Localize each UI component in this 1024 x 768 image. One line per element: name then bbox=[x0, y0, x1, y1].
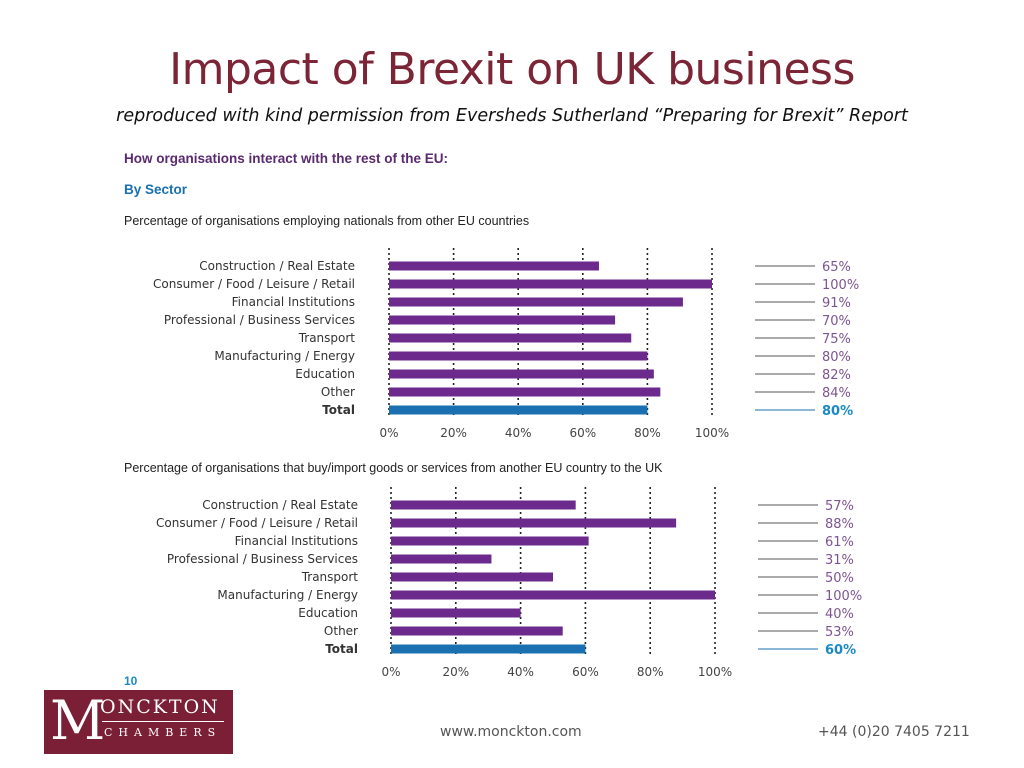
chart2-bar bbox=[391, 500, 576, 510]
chart1-value-label: 75% bbox=[822, 332, 851, 347]
chart1-bar bbox=[389, 387, 661, 397]
chart1-tick-label: 60% bbox=[569, 426, 596, 440]
chart2-bar bbox=[391, 626, 563, 636]
footer-phone: +44 (0)20 7405 7211 bbox=[818, 724, 970, 740]
chart2-category-label: Transport bbox=[301, 570, 359, 584]
chart1-category-label: Education bbox=[295, 367, 355, 381]
chart1-value-label: 70% bbox=[822, 314, 851, 329]
chart2-value-label: 61% bbox=[825, 535, 854, 550]
chart1-bar bbox=[389, 261, 599, 271]
chart2-category-label: Total bbox=[325, 642, 358, 656]
chart1-tick-label: 20% bbox=[440, 426, 467, 440]
chart2-category-label: Consumer / Food / Leisure / Retail bbox=[156, 516, 358, 530]
chart2-category-label: Construction / Real Estate bbox=[202, 498, 358, 512]
chart1-category-label: Consumer / Food / Leisure / Retail bbox=[153, 277, 355, 291]
chart2-tick-label: 20% bbox=[442, 665, 469, 679]
chart2-value-label: 50% bbox=[825, 571, 854, 586]
chart2-value-label: 57% bbox=[825, 499, 854, 514]
chart1-category-label: Other bbox=[321, 385, 355, 399]
chart2-bar bbox=[391, 590, 715, 600]
chart2-category-label: Manufacturing / Energy bbox=[217, 588, 358, 602]
chart2-bar bbox=[391, 644, 586, 654]
chart1-value-label: 65% bbox=[822, 260, 851, 275]
chart2-title: Percentage of organisations that buy/imp… bbox=[124, 461, 663, 475]
chart1-bar bbox=[389, 297, 683, 307]
chart1-value-label: 84% bbox=[822, 386, 851, 401]
chart2-category-label: Education bbox=[298, 606, 358, 620]
chart1-tick-label: 0% bbox=[379, 426, 398, 440]
chart2-tick-label: 40% bbox=[507, 665, 534, 679]
chart1-category-label: Financial Institutions bbox=[232, 295, 355, 309]
chart2-value-label: 60% bbox=[825, 643, 856, 658]
chart2-category-label: Professional / Business Services bbox=[167, 552, 358, 566]
chart1-value-label: 91% bbox=[822, 296, 851, 311]
report-subheading: By Sector bbox=[124, 182, 188, 197]
chart1-bar bbox=[389, 333, 632, 343]
chart1-value-label: 80% bbox=[822, 404, 853, 419]
slide-subtitle: reproduced with kind permission from Eve… bbox=[116, 106, 908, 126]
chart2-category-label: Other bbox=[324, 624, 358, 638]
charts-layer: Percentage of organisations employing na… bbox=[124, 214, 862, 679]
chart1-category-label: Manufacturing / Energy bbox=[214, 349, 355, 363]
monckton-logo: M ONCKTON CHAMBERS bbox=[44, 690, 233, 754]
chart2-tick-label: 60% bbox=[572, 665, 599, 679]
chart2-category-label: Financial Institutions bbox=[235, 534, 358, 548]
chart2-tick-label: 0% bbox=[381, 665, 400, 679]
chart1-bar bbox=[389, 279, 712, 289]
chart1-tick-label: 80% bbox=[634, 426, 661, 440]
logo-big-letter: M bbox=[50, 689, 106, 752]
chart2-bar bbox=[391, 608, 521, 618]
chart2-tick-label: 80% bbox=[637, 665, 664, 679]
chart1-category-label: Total bbox=[322, 403, 355, 417]
chart2-bar bbox=[391, 518, 677, 528]
chart2-value-label: 88% bbox=[825, 517, 854, 532]
report-heading: How organisations interact with the rest… bbox=[124, 151, 448, 166]
logo-top-text: ONCKTON bbox=[100, 696, 220, 718]
chart2-value-label: 100% bbox=[825, 589, 862, 604]
chart2-bar bbox=[391, 554, 492, 564]
chart2-tick-label: 100% bbox=[698, 665, 732, 679]
chart2-bar bbox=[391, 536, 589, 546]
chart2-bar bbox=[391, 572, 553, 582]
logo-bottom-text: CHAMBERS bbox=[104, 726, 222, 739]
logo-divider bbox=[102, 721, 224, 722]
chart1-tick-label: 100% bbox=[695, 426, 729, 440]
chart1-bar bbox=[389, 315, 616, 325]
chart1-category-label: Construction / Real Estate bbox=[199, 259, 355, 273]
chart1-category-label: Professional / Business Services bbox=[164, 313, 355, 327]
chart1-value-label: 80% bbox=[822, 350, 851, 365]
slide-title: Impact of Brexit on UK business bbox=[169, 44, 855, 95]
chart1-bar bbox=[389, 405, 648, 415]
chart2-value-label: 53% bbox=[825, 625, 854, 640]
report-page-number: 10 bbox=[124, 674, 138, 688]
chart2-value-label: 40% bbox=[825, 607, 854, 622]
chart2-value-label: 31% bbox=[825, 553, 854, 568]
chart1-title: Percentage of organisations employing na… bbox=[124, 214, 529, 228]
chart1-category-label: Transport bbox=[298, 331, 356, 345]
chart1-bar bbox=[389, 351, 648, 361]
chart1-value-label: 100% bbox=[822, 278, 859, 293]
footer-website[interactable]: www.monckton.com bbox=[440, 724, 582, 740]
chart1-tick-label: 40% bbox=[505, 426, 532, 440]
chart1-value-label: 82% bbox=[822, 368, 851, 383]
chart1-bar bbox=[389, 369, 654, 379]
